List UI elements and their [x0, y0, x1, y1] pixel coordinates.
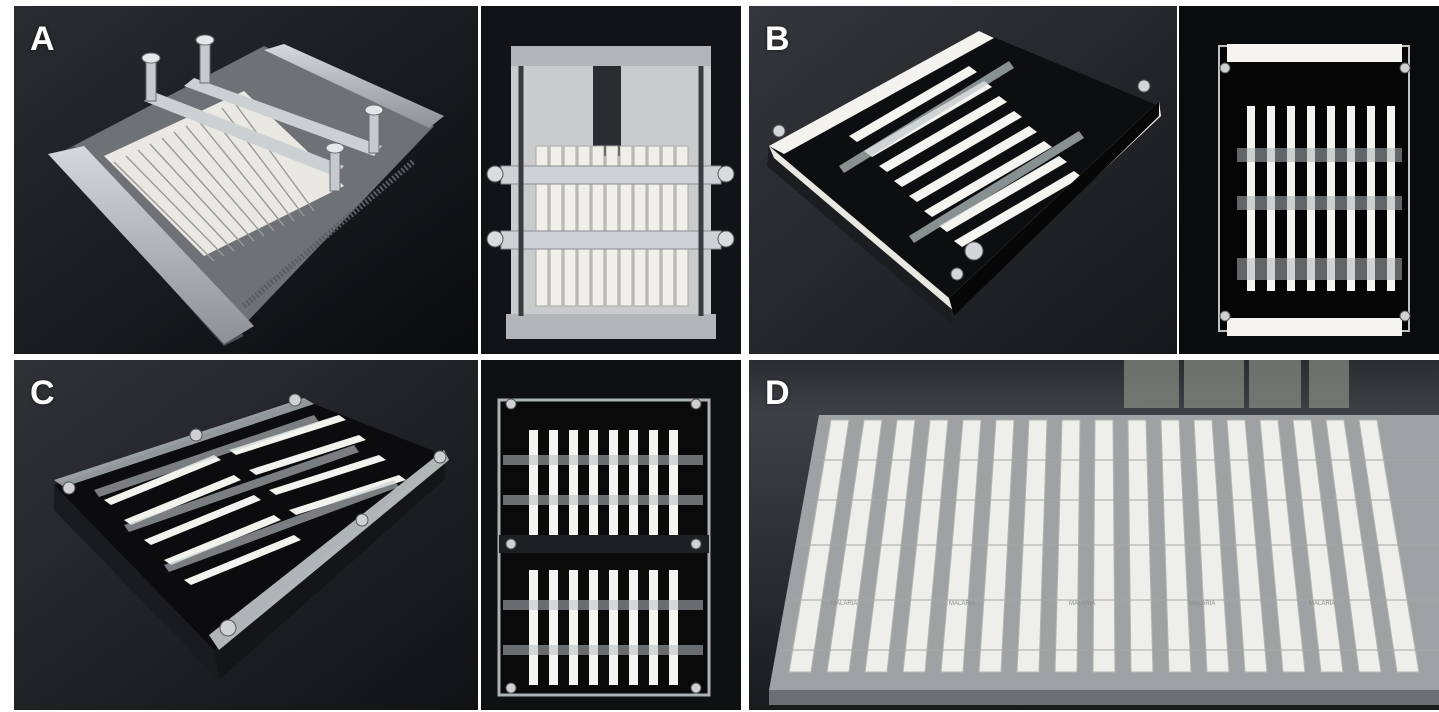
photo-d-strip-array: MALARIA MALARIA MALARIA MALARIA MALARIA …	[749, 360, 1439, 710]
strip-label: MALARIA	[831, 601, 857, 607]
strip-label: MALARIA	[1309, 601, 1335, 607]
photo-a-top-graphic	[481, 6, 741, 354]
strip-label-row: MALARIA MALARIA MALARIA MALARIA MALARIA	[831, 601, 1335, 607]
panel-label-d: D	[765, 374, 790, 412]
photo-b-perspective: B	[749, 6, 1177, 354]
photo-a-perspective: A	[14, 6, 478, 354]
photo-c-top	[481, 360, 741, 710]
photo-a-perspective-graphic	[14, 6, 478, 354]
photo-b-top-graphic	[1179, 6, 1439, 354]
strip-label: MALARIA	[1189, 601, 1215, 607]
panel-label-c: C	[30, 374, 55, 412]
photo-b-perspective-graphic	[749, 6, 1177, 354]
photo-a-top	[481, 6, 741, 354]
strip-label: MALARIA	[949, 601, 975, 607]
photo-d-strip-array-graphic: MALARIA MALARIA MALARIA MALARIA MALARIA	[749, 360, 1439, 710]
photo-c-top-graphic	[481, 360, 741, 710]
panel-label-a: A	[30, 20, 55, 58]
panel-label-b: B	[765, 20, 790, 58]
photo-c-perspective-graphic	[14, 360, 478, 710]
strip-label: MALARIA	[1069, 601, 1095, 607]
photo-c-perspective: C	[14, 360, 478, 710]
photo-b-top	[1179, 6, 1439, 354]
